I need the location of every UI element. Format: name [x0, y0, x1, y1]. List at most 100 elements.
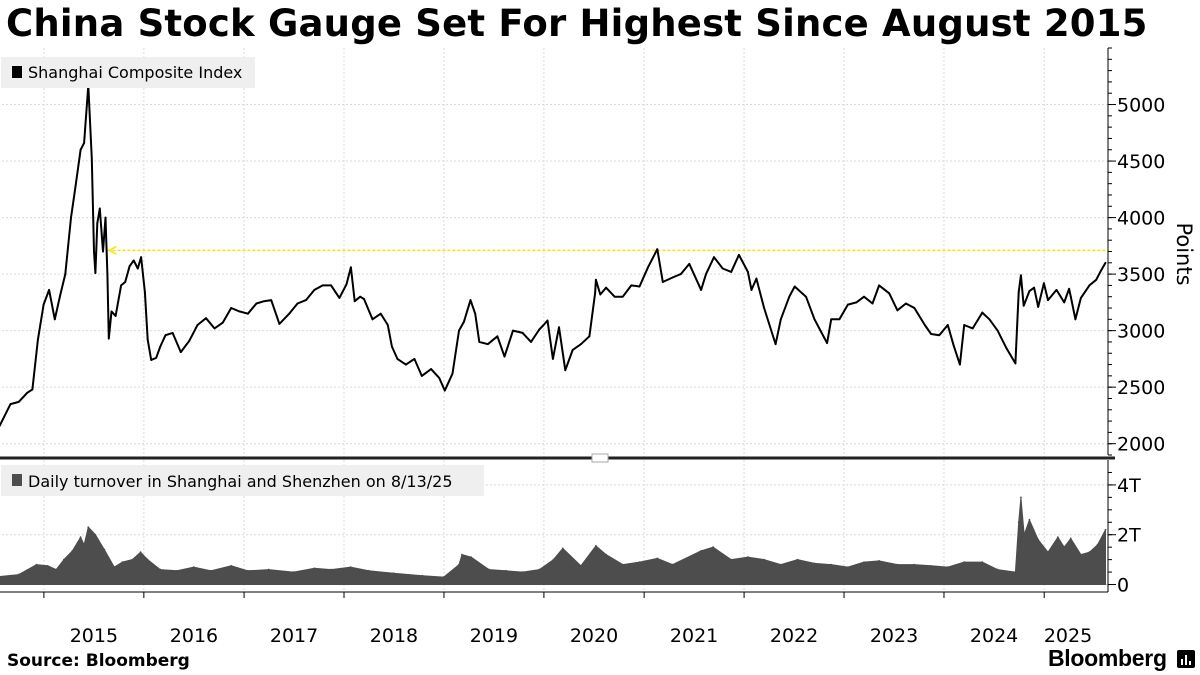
- turnover-legend-box: [1, 465, 484, 496]
- price-point-72: [413, 358, 416, 360]
- price-point-112: [700, 289, 702, 291]
- price-point-97: [588, 335, 591, 338]
- price-point-7: [42, 303, 45, 306]
- price-point-166: [1079, 296, 1082, 299]
- price-point-160: [1047, 299, 1049, 302]
- turnover-point-12: [113, 566, 116, 568]
- y-axis-label: Points: [1172, 222, 1196, 285]
- price-point-155: [1022, 304, 1025, 307]
- price-point-17: [90, 157, 93, 160]
- price-point-134: [871, 302, 874, 305]
- x-tick-label-2019: 2019: [470, 625, 518, 647]
- price-point-43: [196, 324, 199, 326]
- price-point-35: [146, 338, 149, 341]
- turnover-point-47: [671, 563, 674, 566]
- price-point-101: [605, 286, 607, 289]
- price-point-106: [647, 266, 649, 269]
- turnover-point-13: [121, 561, 124, 564]
- price-point-147: [971, 327, 974, 330]
- turnover-point-2: [35, 563, 38, 566]
- turnover-point-33: [461, 553, 463, 556]
- turnover-point-68: [1017, 521, 1020, 524]
- turnover-point-23: [267, 568, 270, 571]
- turnover-point-7: [79, 536, 82, 539]
- turnover-point-10: [94, 533, 97, 536]
- price-point-99: [595, 278, 597, 281]
- chart-title: China Stock Gauge Set For Highest Since …: [6, 2, 1148, 45]
- price-point-98: [594, 292, 597, 295]
- turnover-point-52: [763, 558, 765, 561]
- price-point-18: [93, 250, 95, 253]
- turnover-panel: [0, 496, 1107, 586]
- price-point-12: [70, 216, 72, 219]
- price-point-157: [1033, 286, 1035, 289]
- price-point-34: [144, 291, 146, 294]
- turnover-point-70: [1023, 533, 1026, 536]
- price-point-61: [345, 283, 348, 286]
- turnover-tick-label-1: 2T: [1117, 525, 1141, 547]
- price-point-116: [730, 270, 733, 273]
- price-point-84: [496, 335, 499, 338]
- price-point-57: [313, 289, 316, 291]
- price-point-25: [107, 337, 110, 340]
- price-point-54: [288, 312, 291, 315]
- price-point-56: [305, 299, 307, 302]
- series-area-turnover: [0, 497, 1107, 586]
- turnover-point-60: [896, 563, 899, 566]
- turnover-point-65: [981, 561, 984, 564]
- price-point-9: [53, 318, 56, 321]
- price-point-150: [996, 329, 999, 332]
- price-point-45: [213, 327, 216, 330]
- price-point-122: [774, 343, 777, 346]
- turnover-point-3: [46, 564, 49, 567]
- chart-grid: [2, 48, 1108, 592]
- price-point-135: [878, 284, 880, 287]
- price-point-13: [74, 188, 77, 191]
- price-point-53: [278, 322, 281, 325]
- price-point-139: [913, 307, 916, 309]
- turnover-point-1: [17, 573, 20, 576]
- turnover-legend: Daily turnover in Shanghai and Shenzhen …: [1, 465, 484, 496]
- price-legend-label: Shanghai Composite Index: [28, 63, 242, 82]
- turnover-point-20: [209, 569, 212, 572]
- price-point-52: [270, 299, 273, 302]
- y-tick-label-5: 4500: [1117, 151, 1165, 173]
- price-point-46: [221, 321, 224, 324]
- price-point-159: [1043, 282, 1045, 285]
- turnover-point-76: [1069, 537, 1072, 540]
- panel-resize-handle-icon: [591, 453, 609, 463]
- turnover-point-4: [55, 568, 58, 571]
- price-point-169: [1099, 270, 1102, 273]
- x-tick-label-2016: 2016: [170, 625, 218, 647]
- price-point-133: [863, 295, 865, 298]
- turnover-point-9: [87, 526, 90, 529]
- turnover-point-22: [246, 569, 249, 572]
- price-point-5: [31, 388, 34, 391]
- price-point-105: [638, 285, 641, 288]
- price-point-167: [1088, 284, 1091, 287]
- price-point-138: [905, 302, 907, 305]
- price-point-4: [26, 391, 29, 394]
- price-point-63: [353, 300, 356, 303]
- price-point-152: [1014, 362, 1017, 365]
- y-tick-label-4: 4000: [1117, 208, 1165, 230]
- price-point-59: [330, 284, 333, 287]
- price-point-117: [737, 253, 740, 256]
- price-point-100: [599, 293, 602, 296]
- price-point-26: [110, 310, 113, 313]
- reference-arrow-icon: [107, 245, 117, 256]
- price-point-124: [788, 295, 791, 298]
- x-tick-label-2018: 2018: [370, 625, 418, 647]
- price-point-79: [463, 320, 465, 323]
- price-point-77: [451, 372, 454, 375]
- price-point-60: [338, 296, 341, 299]
- price-point-28: [120, 284, 123, 287]
- x-tick-label-2022: 2022: [770, 625, 818, 647]
- turnover-point-49: [712, 546, 715, 549]
- price-point-8: [48, 289, 50, 291]
- turnover-point-61: [913, 563, 916, 566]
- turnover-point-21: [230, 564, 233, 567]
- price-point-118: [747, 270, 749, 273]
- price-point-91: [546, 319, 549, 322]
- price-point-163: [1068, 287, 1071, 290]
